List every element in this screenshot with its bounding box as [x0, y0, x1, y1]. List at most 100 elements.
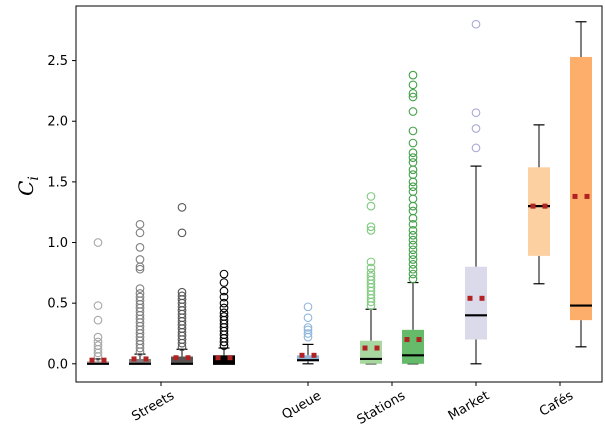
outlier-point [219, 312, 229, 321]
box-iqr [360, 340, 382, 364]
outlier-point [93, 341, 103, 350]
box-iqr [129, 358, 151, 364]
mean-marker [131, 356, 137, 362]
outlier-point [408, 70, 418, 80]
outlier-point [408, 153, 418, 162]
outlier-point [135, 228, 145, 238]
box-group-cafs [570, 21, 592, 348]
outlier-point [408, 107, 418, 116]
y-tick-label: 1.5 [47, 175, 68, 190]
boxes-layer [87, 19, 592, 365]
outlier-point [219, 298, 229, 308]
outlier-point [177, 228, 187, 238]
outlier-point [408, 240, 418, 250]
outlier-point [408, 219, 418, 229]
outlier-point [303, 302, 313, 312]
outlier-point [408, 245, 418, 255]
outlier-point [135, 264, 145, 274]
outlier-point [408, 92, 418, 102]
outlier-point [408, 148, 418, 158]
y-axis-title-main: C [14, 181, 38, 196]
outlier-point [471, 143, 481, 153]
mean-marker [584, 193, 590, 199]
mean-marker [215, 355, 221, 361]
outlier-point [408, 138, 418, 148]
outlier-point [303, 313, 313, 323]
outlier-point [177, 291, 187, 301]
outlier-point [219, 269, 229, 279]
x-group-label: Market [446, 388, 492, 423]
box-group-market [465, 19, 487, 365]
box-group-streets [171, 202, 193, 365]
outlier-point [408, 182, 418, 192]
mean-marker [479, 295, 485, 301]
mean-marker [530, 203, 536, 209]
outlier-point [408, 88, 418, 98]
outlier-point [366, 222, 376, 232]
x-group-label: Queue [280, 388, 324, 422]
x-group-label: Stations [355, 388, 409, 428]
y-axis: 0.0 0.5 1.0 1.5 2.0 2.5 [47, 54, 76, 372]
mean-marker [416, 337, 422, 343]
outlier-point [93, 315, 103, 325]
x-axis: Streets Queue Stations Market Cafés [129, 382, 576, 428]
x-group-label: Cafés [537, 388, 576, 419]
outlier-point [303, 323, 313, 332]
y-axis-title: Ci [14, 176, 42, 196]
outlier-point [219, 308, 229, 318]
outlier-point [366, 201, 376, 211]
mean-marker [362, 345, 368, 351]
box-group-stations [360, 192, 382, 365]
outlier-point [93, 301, 103, 310]
outlier-point [135, 292, 145, 302]
outlier-point [408, 170, 418, 179]
outlier-point [408, 255, 418, 264]
outlier-point [408, 230, 418, 240]
outlier-point [219, 292, 229, 302]
box-group-streets [87, 238, 109, 365]
outlier-point [408, 80, 418, 90]
box-iqr [402, 329, 424, 364]
outlier-point [408, 187, 418, 196]
x-group-label: Streets [129, 388, 177, 424]
outlier-point [366, 192, 376, 201]
outlier-point [408, 250, 418, 259]
outlier-point [303, 325, 313, 335]
box-iqr [171, 356, 193, 364]
outlier-point [303, 329, 313, 338]
mean-marker [101, 357, 107, 363]
outlier-point [219, 303, 229, 313]
box-iqr [570, 56, 592, 321]
box-iqr [528, 167, 550, 256]
plot-frame [75, 5, 603, 383]
y-axis-title-subscript: i [26, 176, 42, 180]
outlier-point [408, 269, 418, 279]
outlier-point [219, 278, 229, 287]
mean-marker [572, 193, 578, 199]
mean-marker [173, 355, 179, 361]
y-tick-label: 2.5 [47, 54, 68, 69]
mean-marker [227, 355, 233, 361]
outlier-point [93, 238, 103, 247]
outlier-point [366, 257, 376, 267]
mean-marker [374, 345, 380, 351]
mean-marker [143, 356, 149, 362]
outlier-point [135, 219, 145, 229]
outlier-point [408, 126, 418, 136]
box-iqr [213, 355, 235, 364]
outlier-point [135, 255, 145, 264]
mean-marker [404, 337, 410, 343]
y-tick-label: 0.0 [47, 357, 68, 372]
outlier-point [471, 108, 481, 118]
outlier-point [408, 264, 418, 274]
box-group-cafs [528, 124, 550, 285]
outlier-point [408, 259, 418, 269]
mean-marker [542, 203, 548, 209]
outlier-point [135, 243, 145, 252]
outlier-point [93, 332, 103, 342]
outlier-point [93, 337, 103, 347]
outlier-point [366, 272, 376, 281]
outlier-point [471, 124, 481, 133]
mean-marker [299, 352, 305, 358]
